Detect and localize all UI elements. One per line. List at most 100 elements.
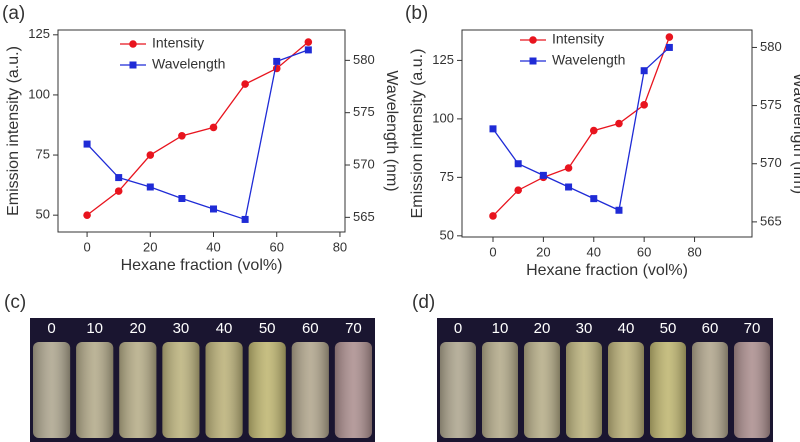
- y-tick-label: 125: [432, 52, 454, 67]
- x-tick-label: 60: [637, 244, 651, 259]
- y-tick-label: 125: [28, 26, 50, 41]
- marker: [564, 164, 573, 172]
- y2-tick-label: 580: [760, 39, 782, 54]
- legend-marker: [529, 36, 537, 44]
- y-tick-label: 50: [36, 207, 50, 222]
- x-tick-label: 20: [536, 244, 550, 259]
- y-axis-label: Emission intensity (a.u.): [409, 49, 426, 219]
- fraction-label: 50: [259, 320, 276, 337]
- marker: [241, 215, 249, 223]
- marker: [565, 183, 573, 191]
- y2-axis-label: Wavelength (nm): [790, 73, 800, 194]
- marker: [304, 46, 312, 54]
- marker: [209, 123, 218, 132]
- fraction-label: 50: [660, 320, 677, 337]
- fraction-label: 60: [702, 320, 719, 337]
- marker: [640, 67, 648, 75]
- panel-label: (b): [405, 3, 428, 24]
- marker: [539, 171, 547, 179]
- series-line: [492, 36, 670, 217]
- plot-frame: [461, 29, 753, 238]
- fraction-label: 0: [454, 320, 462, 337]
- marker: [178, 195, 186, 203]
- marker: [590, 195, 598, 203]
- marker: [665, 43, 673, 51]
- fraction-label: 20: [534, 320, 551, 337]
- vial-shade: [76, 342, 114, 438]
- marker: [115, 174, 123, 182]
- marker: [304, 38, 313, 46]
- marker: [241, 80, 249, 88]
- vial-shade: [33, 342, 71, 438]
- vial-shade: [440, 342, 476, 438]
- marker: [146, 151, 155, 159]
- vial-shade: [334, 342, 372, 438]
- marker: [146, 183, 154, 191]
- series-line: [86, 49, 309, 221]
- marker: [489, 125, 497, 133]
- fraction-label: 30: [173, 320, 190, 337]
- marker: [514, 160, 522, 168]
- vial-shade: [734, 342, 770, 438]
- vial-shade: [482, 342, 518, 438]
- fraction-label: 60: [302, 320, 319, 337]
- vial-shade: [162, 342, 200, 438]
- y2-tick-label: 580: [353, 52, 375, 67]
- x-axis-label: Hexane fraction (vol%): [121, 257, 283, 274]
- x-tick-label: 80: [333, 239, 347, 254]
- y-axis-label: Emission intensity (a.u.): [5, 46, 22, 216]
- vial-shade: [524, 342, 560, 438]
- x-axis-label: Hexane fraction (vol%): [526, 262, 688, 279]
- fraction-label: 70: [345, 320, 362, 337]
- vial-shade: [205, 342, 243, 438]
- legend-marker: [129, 61, 137, 69]
- y2-tick-label: 570: [353, 156, 375, 171]
- vial-shade: [608, 342, 644, 438]
- marker: [83, 211, 91, 219]
- fraction-label: 0: [47, 320, 55, 337]
- vial-shade: [248, 342, 286, 438]
- marker: [272, 64, 281, 73]
- marker: [178, 132, 186, 140]
- vial-shade: [650, 342, 686, 438]
- x-tick-label: 80: [687, 244, 701, 259]
- legend-label: Wavelength: [552, 52, 625, 68]
- x-tick-label: 40: [206, 239, 220, 254]
- plot-frame: [57, 29, 346, 233]
- fraction-label: 30: [576, 320, 593, 337]
- y-tick-label: 75: [36, 146, 50, 161]
- vial-shade: [692, 342, 728, 438]
- series-line: [86, 41, 309, 216]
- fraction-label: 40: [216, 320, 233, 337]
- fraction-label: 70: [744, 320, 761, 337]
- panel-label: (d): [412, 292, 435, 313]
- legend-marker: [129, 40, 137, 48]
- marker: [83, 140, 91, 148]
- fraction-label: 40: [618, 320, 635, 337]
- fraction-label: 10: [86, 320, 103, 337]
- x-tick-label: 60: [269, 239, 283, 254]
- fraction-label: 10: [492, 320, 509, 337]
- y2-tick-label: 575: [353, 104, 375, 119]
- y-tick-label: 75: [440, 169, 454, 184]
- marker: [273, 57, 281, 65]
- y2-tick-label: 565: [760, 213, 782, 228]
- x-tick-label: 20: [143, 239, 157, 254]
- x-tick-label: 0: [83, 239, 90, 254]
- legend-marker: [529, 57, 537, 65]
- y2-tick-label: 570: [760, 155, 782, 170]
- marker: [210, 205, 218, 213]
- panel-label: (a): [2, 3, 25, 24]
- y2-axis-label: Wavelength (nm): [383, 70, 400, 191]
- marker: [514, 186, 522, 195]
- y2-tick-label: 565: [353, 209, 375, 224]
- marker: [615, 206, 623, 214]
- marker: [489, 212, 497, 220]
- marker: [665, 33, 674, 41]
- marker: [114, 187, 123, 195]
- vial-shade: [291, 342, 329, 438]
- x-tick-label: 0: [489, 244, 496, 259]
- y-tick-label: 100: [432, 110, 454, 125]
- marker: [640, 101, 648, 109]
